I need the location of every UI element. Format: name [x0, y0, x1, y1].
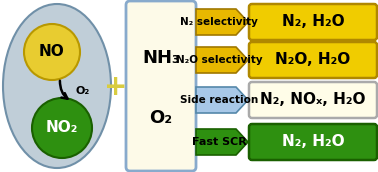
- FancyBboxPatch shape: [249, 4, 377, 40]
- FancyBboxPatch shape: [249, 124, 377, 160]
- Text: NO₂: NO₂: [46, 121, 78, 136]
- FancyBboxPatch shape: [249, 82, 377, 118]
- Polygon shape: [196, 9, 248, 35]
- Polygon shape: [196, 129, 248, 155]
- Ellipse shape: [3, 4, 111, 168]
- Text: O₂: O₂: [149, 109, 173, 127]
- Text: N₂O, H₂O: N₂O, H₂O: [276, 52, 351, 67]
- Polygon shape: [196, 87, 248, 113]
- FancyBboxPatch shape: [249, 42, 377, 78]
- Text: +: +: [104, 73, 128, 101]
- Text: N₂, H₂O: N₂, H₂O: [282, 14, 344, 30]
- Text: Fast SCR: Fast SCR: [192, 137, 246, 147]
- Text: N₂, NOₓ, H₂O: N₂, NOₓ, H₂O: [260, 93, 366, 108]
- Text: N₂, H₂O: N₂, H₂O: [282, 135, 344, 149]
- Text: NO: NO: [39, 45, 65, 60]
- Polygon shape: [196, 47, 248, 73]
- Text: NH₃: NH₃: [142, 49, 180, 67]
- Text: N₂O selectivity: N₂O selectivity: [176, 55, 262, 65]
- FancyBboxPatch shape: [126, 1, 196, 171]
- Text: N₂ selectivity: N₂ selectivity: [180, 17, 258, 27]
- Circle shape: [32, 98, 92, 158]
- Circle shape: [24, 24, 80, 80]
- Text: Side reaction: Side reaction: [180, 95, 258, 105]
- Text: O₂: O₂: [76, 86, 90, 96]
